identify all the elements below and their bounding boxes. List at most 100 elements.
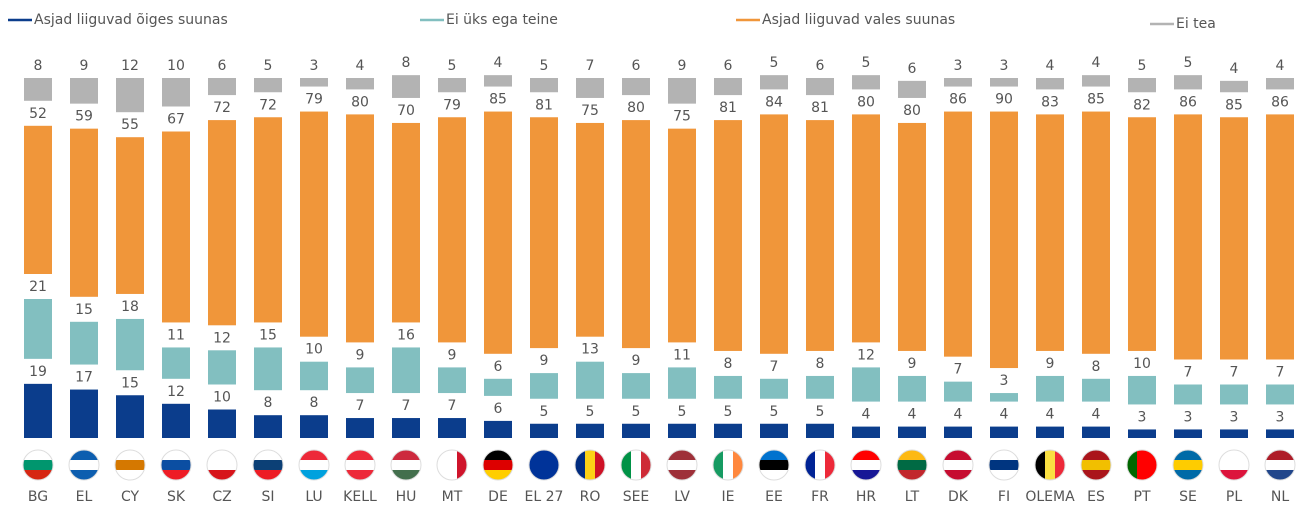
flag-stripe [1265,470,1295,480]
flag [1035,450,1065,480]
flag [1127,450,1157,480]
flag-border [436,449,468,481]
flag-stripe [299,460,329,471]
value-label: 4 [1230,61,1239,77]
x-tick-label: NL [1271,489,1289,505]
flag-stripe [897,450,927,461]
flag [207,450,237,480]
bar-segment [70,128,98,297]
flag-stripe [437,450,448,480]
bar-segment [806,423,834,438]
bar-segment [852,114,880,343]
value-label: 4 [1092,407,1101,423]
flag-border [850,449,882,481]
bar-segment [346,367,374,394]
flag-stripe [1081,470,1111,480]
flag-stripe [23,470,53,480]
flag [529,450,559,480]
bar-segment [1174,384,1202,405]
value-label: 12 [167,384,185,400]
value-label: 7 [586,58,595,74]
flag-stripe [483,450,513,461]
flag [345,450,375,480]
bar-segment [668,128,696,343]
bar-segment [1036,78,1064,90]
flag-stripe [815,450,826,480]
flag [805,450,835,480]
value-label: 9 [908,356,917,372]
value-label: 15 [75,302,93,318]
flag-stripe [641,450,651,480]
x-tick-label: EL 27 [525,489,564,505]
flag-stripe [1265,450,1295,461]
flag-stripe [1045,450,1056,480]
x-tick-label: RO [580,489,601,505]
value-label: 9 [80,58,89,74]
x-tick-label: HR [856,489,877,505]
value-label: 6 [724,58,733,74]
x-tick-label: FI [998,489,1010,505]
bar-segment [622,78,650,96]
x-tick-label: DK [948,489,969,505]
flag-stripe [1173,450,1203,461]
flag-border [1172,449,1204,481]
flag [897,450,927,480]
flag-border [988,449,1020,481]
value-label: 80 [351,94,369,110]
flag-stripe [207,450,237,461]
value-label: 6 [632,58,641,74]
bar-segment [254,415,282,438]
bar-segment [1266,429,1294,438]
bar-segment [70,321,98,365]
bar-segment [70,389,98,438]
bar-segment [24,78,52,101]
flag-stripe [483,460,513,471]
value-label: 7 [770,359,779,375]
value-label: 80 [627,100,645,116]
value-label: 75 [673,109,691,125]
value-label: 6 [908,61,917,77]
bar-segment [438,418,466,438]
value-label: 17 [75,370,93,386]
bar-segment [254,78,282,93]
flag-stripe [1127,450,1138,480]
value-label: 8 [724,356,733,372]
flag [391,450,421,480]
value-label: 6 [494,401,503,417]
flag-stripe [1173,470,1203,480]
value-label: 5 [586,404,595,420]
flag-stripe [897,470,927,480]
flag-stripe [667,460,697,471]
flag-stripe [23,460,53,471]
value-label: 80 [857,94,875,110]
bar-segment [668,367,696,399]
flag-stripe [595,450,605,480]
value-label: 4 [356,58,365,74]
bar-segment [162,131,190,323]
value-label: 11 [673,347,691,363]
value-label: 5 [264,58,273,74]
value-label: 52 [29,106,47,122]
bar-segment [346,114,374,343]
value-label: 79 [305,92,323,108]
value-label: 5 [1138,58,1147,74]
bar-segment [116,318,144,371]
value-label: 3 [954,58,963,74]
x-tick-label: SI [261,489,274,505]
bar-segment [116,78,144,113]
value-label: 7 [402,398,411,414]
x-tick-label: SE [1179,489,1197,505]
bar-segment [622,373,650,399]
x-tick-label: CZ [212,489,231,505]
flag-border [896,449,928,481]
flag-stripe [529,450,559,461]
flag-border [482,449,514,481]
bar-segment [208,409,236,438]
value-label: 86 [949,92,967,108]
bar-segment [1082,426,1110,438]
value-label: 4 [862,407,871,423]
bar-segment [576,361,604,399]
bar-segment [162,347,190,379]
bar-segment [530,373,558,399]
flag [1265,450,1295,480]
